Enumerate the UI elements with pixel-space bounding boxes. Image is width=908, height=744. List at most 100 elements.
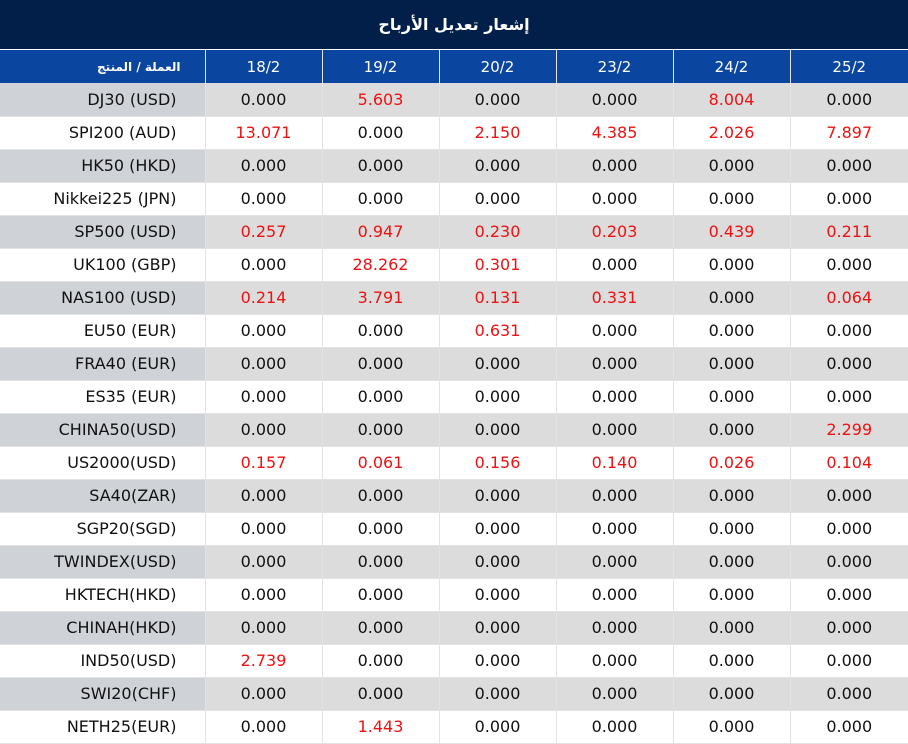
dividend-value: 0.000 [672, 347, 790, 381]
dividend-value: 0.000 [555, 512, 673, 546]
table-row: DJ30 (USD) 0.000 5.603 0.000 0.000 8.004 0.000 [0, 83, 908, 117]
dividend-value: 0.000 [438, 578, 556, 612]
dividend-value: 2.739 [204, 644, 322, 678]
dividend-value: 0.000 [672, 578, 790, 612]
product-name: SA40(ZAR) [0, 479, 205, 513]
dividend-value: 0.214 [204, 281, 322, 315]
product-name: US2000(USD) [0, 446, 205, 480]
dividend-value: 0.000 [672, 182, 790, 216]
dividend-value: 0.331 [555, 281, 673, 315]
dividend-value: 0.026 [672, 446, 790, 480]
dividend-value: 0.000 [555, 545, 673, 579]
product-name: Nikkei225 (JPN) [0, 182, 205, 216]
dividend-value: 0.000 [789, 314, 908, 348]
column-header-product: العملة / المنتج [0, 50, 205, 83]
product-name: CHINAH(HKD) [0, 611, 205, 645]
dividend-value: 0.157 [204, 446, 322, 480]
dividend-value: 0.000 [321, 578, 439, 612]
dividend-value: 0.000 [321, 347, 439, 381]
dividend-value: 0.064 [789, 281, 908, 315]
product-name: SPI200 (AUD) [0, 116, 205, 150]
dividend-value: 0.156 [438, 446, 556, 480]
dividend-value: 0.000 [438, 512, 556, 546]
table-row: SGP20(SGD) 0.000 0.000 0.000 0.000 0.000 0.000 [0, 512, 908, 546]
dividend-value: 0.000 [789, 248, 908, 282]
dividend-value: 0.000 [672, 512, 790, 546]
table-row: HK50 (HKD) 0.000 0.000 0.000 0.000 0.000 0.000 [0, 149, 908, 183]
product-name: SP500 (USD) [0, 215, 205, 249]
table-row: EU50 (EUR) 0.000 0.000 0.631 0.000 0.000 0.000 [0, 314, 908, 348]
table-row: US2000(USD) 0.157 0.061 0.156 0.140 0.026 0.10… [0, 446, 908, 480]
table-row: Nikkei225 (JPN) 0.000 0.000 0.000 0.000 0.000… [0, 182, 908, 216]
dividend-value: 0.000 [321, 182, 439, 216]
dividend-value: 0.000 [672, 710, 790, 744]
dividend-value: 0.140 [555, 446, 673, 480]
product-name: NAS100 (USD) [0, 281, 205, 315]
column-header-date: 24/2 [672, 50, 790, 83]
table-row: ES35 (EUR) 0.000 0.000 0.000 0.000 0.000 0.000 [0, 380, 908, 414]
dividend-value: 0.000 [555, 479, 673, 513]
column-header-date: 18/2 [204, 50, 322, 83]
dividend-value: 0.000 [204, 413, 322, 447]
dividend-value: 0.000 [204, 314, 322, 348]
dividend-value: 0.000 [789, 182, 908, 216]
table-row: IND50(USD) 2.739 0.000 0.000 0.000 0.000 0.000 [0, 644, 908, 678]
dividend-value: 0.000 [672, 149, 790, 183]
dividend-value: 0.000 [672, 611, 790, 645]
dividend-value: 0.000 [438, 149, 556, 183]
product-name: ES35 (EUR) [0, 380, 205, 414]
table-row: SA40(ZAR) 0.000 0.000 0.000 0.000 0.000 0.000 [0, 479, 908, 513]
dividend-value: 0.000 [321, 149, 439, 183]
dividend-value: 0.000 [555, 347, 673, 381]
column-header-date: 25/2 [789, 50, 908, 83]
dividend-value: 0.000 [204, 677, 322, 711]
dividend-value: 0.000 [321, 611, 439, 645]
dividend-value: 0.000 [321, 644, 439, 678]
dividend-value: 28.262 [321, 248, 439, 282]
table-row: TWINDEX(USD) 0.000 0.000 0.000 0.000 0.000 0.0… [0, 545, 908, 579]
dividend-value: 0.000 [321, 314, 439, 348]
table-row: NAS100 (USD) 0.214 3.791 0.131 0.331 0.000 0.0… [0, 281, 908, 315]
product-name: NETH25(EUR) [0, 710, 205, 744]
product-name: DJ30 (USD) [0, 83, 205, 117]
dividend-value: 0.000 [204, 248, 322, 282]
dividend-value: 8.004 [672, 83, 790, 117]
dividend-value: 0.000 [555, 380, 673, 414]
dividend-value: 0.000 [204, 182, 322, 216]
dividend-value: 0.000 [672, 479, 790, 513]
dividend-value: 0.000 [204, 512, 322, 546]
dividend-value: 0.000 [321, 380, 439, 414]
table-row: SPI200 (AUD) 13.071 0.000 2.150 4.385 2.026 7.… [0, 116, 908, 150]
dividend-value: 0.131 [438, 281, 556, 315]
dividend-value: 0.000 [789, 347, 908, 381]
dividend-value: 0.000 [438, 611, 556, 645]
column-header-date: 23/2 [555, 50, 673, 83]
dividend-value: 1.443 [321, 710, 439, 744]
dividend-value: 0.000 [321, 677, 439, 711]
dividend-value: 2.150 [438, 116, 556, 150]
dividend-value: 0.000 [789, 380, 908, 414]
product-name: HKTECH(HKD) [0, 578, 205, 612]
dividend-value: 0.000 [672, 281, 790, 315]
dividend-value: 0.000 [789, 677, 908, 711]
dividend-value: 0.000 [438, 182, 556, 216]
dividend-value: 0.000 [672, 380, 790, 414]
dividend-value: 0.000 [204, 710, 322, 744]
dividend-value: 0.000 [789, 83, 908, 117]
dividend-value: 0.000 [555, 611, 673, 645]
dividend-value: 0.000 [438, 545, 556, 579]
dividend-value: 0.000 [789, 545, 908, 579]
table-row: CHINA50(USD) 0.000 0.000 0.000 0.000 0.000 2.2… [0, 413, 908, 447]
dividend-value: 0.203 [555, 215, 673, 249]
dividend-value: 0.000 [321, 545, 439, 579]
dividend-value: 0.000 [672, 644, 790, 678]
dividend-value: 0.000 [438, 347, 556, 381]
dividend-table: العملة / المنتج 18/2 19/2 20/2 23/2 24/2 25/2… [0, 50, 908, 744]
table-row: NETH25(EUR) 0.000 1.443 0.000 0.000 0.000 0.00… [0, 710, 908, 744]
dividend-value: 0.000 [555, 710, 673, 744]
dividend-value: 2.026 [672, 116, 790, 150]
dividend-value: 0.000 [204, 380, 322, 414]
dividend-value: 0.000 [438, 710, 556, 744]
dividend-value: 0.000 [438, 644, 556, 678]
product-name: UK100 (GBP) [0, 248, 205, 282]
